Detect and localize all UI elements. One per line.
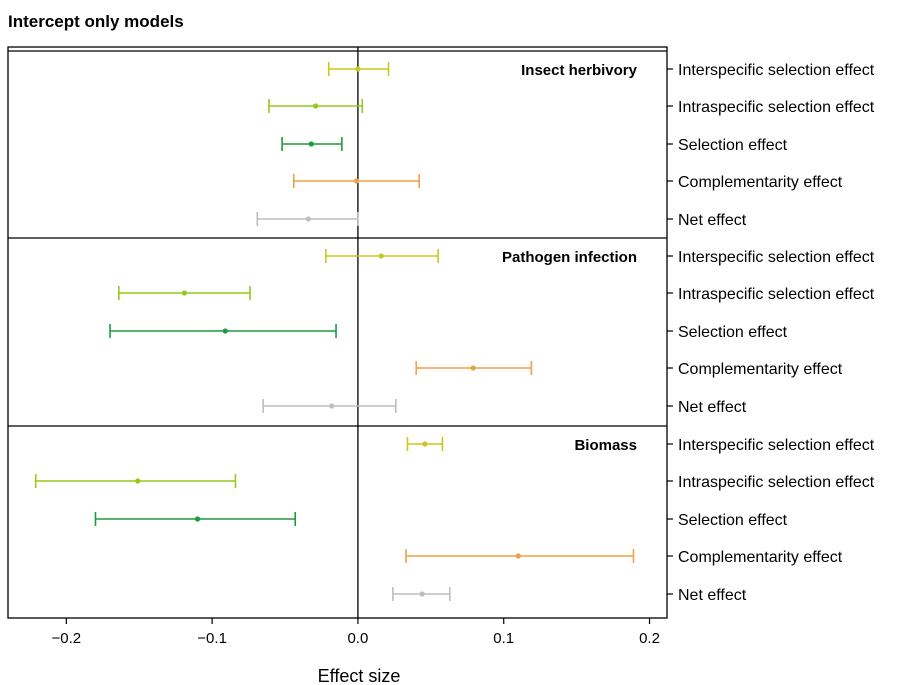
biomass-row-1-point bbox=[422, 441, 428, 447]
x-tick-label-4: 0.1 bbox=[493, 630, 514, 647]
pathogen-infection-row-3-category-label: Selection effect bbox=[678, 324, 788, 341]
biomass-row-3-category-label: Selection effect bbox=[678, 512, 788, 529]
insect-herbivory-row-1-category-label: Interspecific selection effect bbox=[678, 62, 875, 79]
pathogen-infection-row-3-point bbox=[222, 328, 228, 334]
chart-title: Intercept only models bbox=[8, 12, 184, 31]
biomass-row-4-category-label: Complementarity effect bbox=[678, 549, 843, 566]
pathogen-infection-row-2-category-label: Intraspecific selection effect bbox=[678, 286, 875, 303]
insect-herbivory-row-2-point bbox=[313, 103, 319, 109]
insect-herbivory-row-3-point bbox=[308, 141, 314, 147]
panel-label-biomass: Biomass bbox=[574, 437, 637, 454]
pathogen-infection-row-4-point bbox=[470, 365, 476, 371]
pathogen-infection-row-1-point bbox=[378, 253, 384, 259]
panel-label-pathogen-infection: Pathogen infection bbox=[502, 249, 637, 266]
biomass-row-5-category-label: Net effect bbox=[678, 587, 747, 604]
x-tick-label-1: −0.2 bbox=[52, 630, 82, 647]
plot-area: Insect herbivory Interspecific selection … bbox=[7, 46, 875, 647]
biomass-row-1-category-label: Interspecific selection effect bbox=[678, 437, 875, 454]
insect-herbivory-row-5-point bbox=[305, 216, 311, 222]
plot-frame bbox=[7, 46, 668, 619]
biomass-row-5-point bbox=[419, 591, 425, 597]
panel-label-insect-herbivory: Insect herbivory bbox=[521, 62, 638, 79]
biomass-row-4-point bbox=[515, 553, 521, 559]
biomass-row-2-category-label: Intraspecific selection effect bbox=[678, 474, 875, 491]
x-tick-label-3: 0.0 bbox=[347, 630, 368, 647]
insect-herbivory-row-1-point bbox=[355, 66, 361, 72]
pathogen-infection-row-1-category-label: Interspecific selection effect bbox=[678, 249, 875, 266]
biomass-row-3-point bbox=[194, 516, 201, 522]
pathogen-infection-row-5-category-label: Net effect bbox=[678, 399, 747, 416]
insect-herbivory-row-3-category-label: Selection effect bbox=[678, 137, 788, 154]
x-tick-label-2: −0.1 bbox=[197, 630, 227, 647]
pathogen-infection-row-4-category-label: Complementarity effect bbox=[678, 361, 843, 378]
biomass-row-2-point bbox=[135, 478, 141, 484]
insect-herbivory-row-5-category-label: Net effect bbox=[678, 212, 747, 229]
pathogen-infection-row-5-point bbox=[329, 403, 335, 409]
pathogen-infection-row-2-point bbox=[181, 290, 188, 296]
x-axis-label: Effect size bbox=[318, 666, 401, 685]
x-tick-label-5: 0.2 bbox=[639, 630, 660, 647]
insect-herbivory-row-4-category-label: Complementarity effect bbox=[678, 174, 843, 191]
insect-herbivory-row-2-category-label: Intraspecific selection effect bbox=[678, 99, 875, 116]
insect-herbivory-row-4-point bbox=[353, 178, 360, 184]
